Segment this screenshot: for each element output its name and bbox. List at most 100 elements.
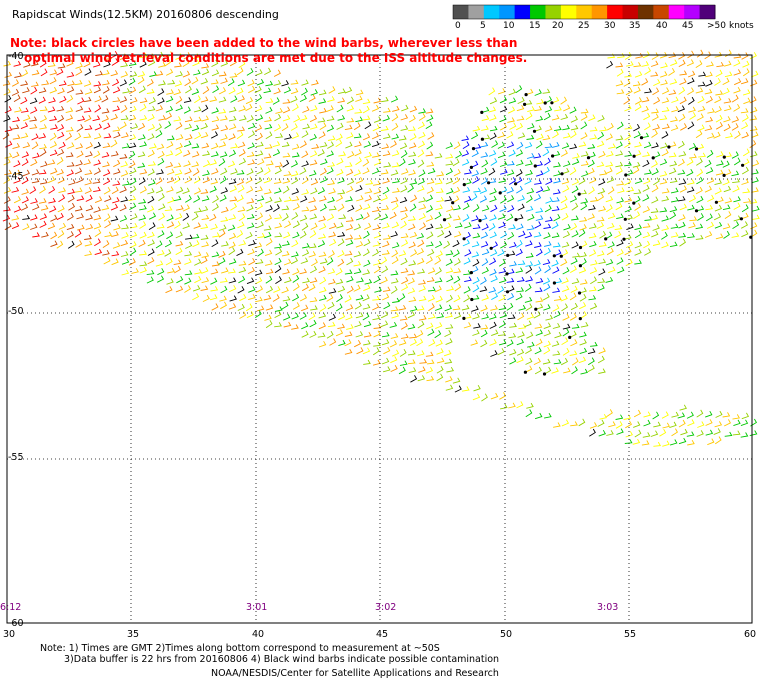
wind-barb [356,195,364,202]
wind-barb [299,214,308,222]
wind-barb [641,61,649,67]
wind-barb [292,231,300,239]
wind-barb [617,266,625,274]
wind-barb [319,107,327,114]
wind-barb [697,81,706,87]
wind-barb [634,224,642,231]
wind-barb [417,121,425,130]
wind-barb [66,212,74,221]
wind-barb [4,71,12,78]
wind-barb [697,124,705,132]
wind-barb [425,151,434,157]
wind-barb [677,140,685,149]
wind-barb [524,231,533,239]
wind-barb [418,213,426,221]
wind-barb [624,196,633,203]
wind-barb [201,214,210,221]
wind-barb [580,279,588,285]
wind-barb [220,167,228,176]
wind-barb [580,113,588,121]
wind-barb [407,350,416,356]
wind-barb [329,222,337,230]
wind-barb [194,187,202,195]
legend-label-0: 0 [455,21,461,31]
wind-barb [120,61,129,68]
wind-barb [245,176,253,184]
wind-barb [499,96,508,104]
wind-barb [552,242,561,248]
wind-barb [173,175,181,184]
wind-barb [50,124,58,130]
contamination-dot [462,183,466,187]
wind-barb [56,105,65,112]
wind-barb [201,115,209,122]
wind-barb [47,61,56,68]
wind-barb [173,162,182,168]
wind-barb [392,177,400,184]
wind-barb [399,315,408,321]
wind-barb [230,95,238,103]
wind-barb [714,106,722,114]
wind-barb [606,122,614,131]
wind-barb [228,232,237,240]
wind-barb [139,250,147,256]
wind-barb [66,169,74,177]
wind-barb [679,78,687,86]
wind-barb [256,78,265,86]
wind-barb [651,52,659,60]
wind-barb [329,338,337,346]
wind-barb [284,196,292,202]
wind-barb [183,52,191,60]
wind-barb [616,89,625,95]
wind-barb [741,114,749,122]
wind-barb [436,171,445,177]
wind-barb [229,72,238,78]
wind-barb [49,149,58,157]
wind-barb [128,114,137,121]
contamination-dot [489,246,493,250]
wind-barb [353,268,362,275]
wind-barb [192,285,201,292]
wind-barb [47,159,56,166]
wind-barb [192,168,200,176]
wind-barb [517,203,525,211]
wind-barb [563,104,571,112]
wind-barb [589,267,598,275]
wind-barb [497,141,505,149]
wind-barb [372,124,380,132]
wind-barb [527,123,535,130]
wind-barb [400,257,408,266]
wind-barb [481,106,490,113]
wind-barb [481,294,489,301]
wind-barb [329,238,337,247]
wind-barb [30,214,38,221]
wind-barb [427,294,436,302]
wind-barb [391,113,399,122]
wind-barb [174,220,181,229]
wind-barb [671,428,679,437]
wind-barb [139,141,147,148]
wind-barb [750,79,758,87]
wind-barb [398,366,406,375]
wind-barb [344,250,353,256]
wind-barb [184,270,193,276]
wind-barb [634,248,642,256]
wind-barb [128,77,136,86]
wind-barb [391,122,399,131]
wind-barb [463,313,472,319]
wind-barb [644,67,652,75]
wind-barb [31,141,39,150]
wind-barb [535,248,543,257]
wind-barb [724,211,732,219]
wind-barb [445,250,454,256]
wind-barb [220,134,228,141]
wind-barb [93,141,101,149]
wind-barb [362,312,370,321]
wind-barb [139,261,148,267]
wind-barb [345,216,354,222]
wind-barb [211,107,219,114]
wind-barb [400,267,409,274]
wind-barb [301,87,308,96]
wind-barb [383,107,391,113]
wind-barb [443,349,452,357]
